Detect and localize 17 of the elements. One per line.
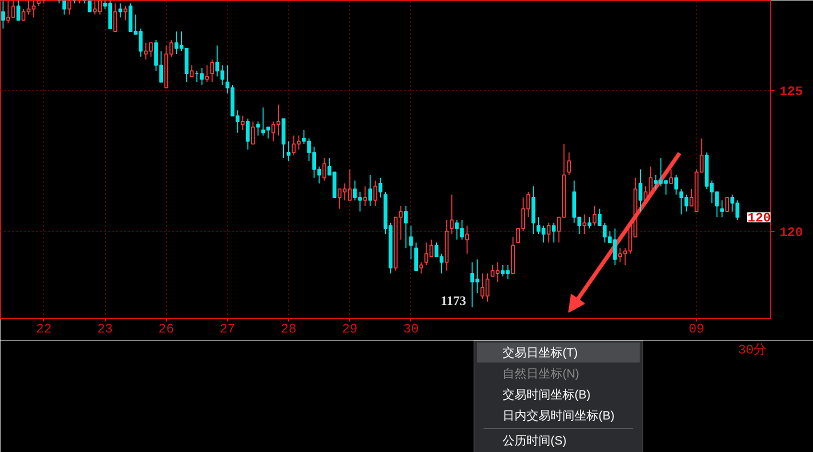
text: 120 <box>748 210 772 226</box>
x-axis-title: 30分 <box>738 342 767 358</box>
y-tick-label: 125 <box>780 84 804 100</box>
x-tick-label: 22 <box>36 322 52 336</box>
text: 交易时间坐标(B) <box>502 388 590 402</box>
x-tick-label: 29 <box>342 322 358 336</box>
x-tick-label: 28 <box>280 322 296 336</box>
annotation: 1173 <box>440 293 467 308</box>
text: 公历时间(S) <box>502 434 566 448</box>
text: 自然日坐标(N) <box>502 366 580 380</box>
text: 日内交易时间坐标(B) <box>502 408 614 422</box>
x-tick-label: 30 <box>403 322 419 336</box>
x-tick-label: 09 <box>688 322 704 336</box>
text: 交易日坐标(T) <box>502 346 578 360</box>
x-tick-label: 26 <box>158 322 174 336</box>
x-tick-label: 27 <box>220 322 236 336</box>
x-tick-label: 23 <box>97 322 113 336</box>
